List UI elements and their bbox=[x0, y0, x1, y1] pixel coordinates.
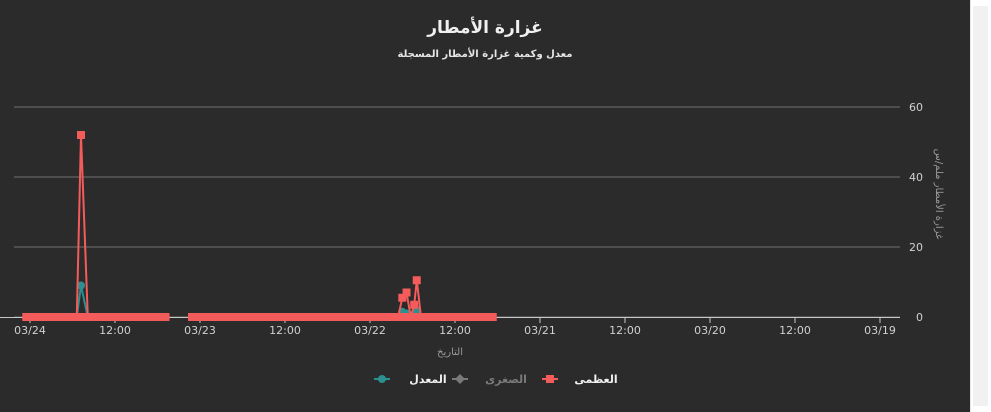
legend-label: المعدل bbox=[409, 373, 446, 386]
y-tick-labels: 0 20 40 60 bbox=[909, 101, 923, 324]
y-tick-label: 60 bbox=[909, 101, 923, 114]
chart-title: غزارة الأمطار bbox=[426, 17, 543, 38]
series-line-max bbox=[34, 134, 158, 318]
x-tick-label: 03/22 bbox=[354, 324, 386, 337]
max-point bbox=[402, 288, 411, 297]
x-tick-label: 03/19 bbox=[864, 324, 896, 337]
chart-subtitle: معدل وكمية غزارة الأمطار المسجلة bbox=[398, 47, 573, 60]
chart-svg: غزارة الأمطار معدل وكمية غزارة الأمطار ا… bbox=[0, 17, 946, 386]
x-tick-label: 12:00 bbox=[779, 324, 811, 337]
legend-label: الصغرى bbox=[485, 373, 527, 386]
legend-diamond-icon bbox=[455, 374, 465, 384]
rainfall-chart: غزارة الأمطار معدل وكمية غزارة الأمطار ا… bbox=[0, 0, 970, 412]
grid-layer bbox=[0, 106, 900, 318]
legend-item-min: الصغرى bbox=[452, 373, 527, 386]
x-axis-title: التاريخ bbox=[437, 347, 463, 358]
legend: المعدل الصغرى العظمى bbox=[374, 373, 618, 386]
max-point bbox=[412, 276, 421, 285]
x-tick-label: 12:00 bbox=[609, 324, 641, 337]
series-line-max bbox=[200, 280, 485, 318]
x-tick-label: 03/24 bbox=[14, 324, 46, 337]
legend-circle-icon bbox=[378, 375, 386, 383]
y-tick-label: 0 bbox=[916, 311, 923, 324]
avg-point bbox=[77, 281, 85, 290]
legend-label: العظمى bbox=[574, 373, 617, 386]
series-line-avg bbox=[34, 285, 158, 318]
series-layer bbox=[22, 131, 497, 321]
y-tick-label: 40 bbox=[909, 171, 923, 184]
y-tick-label: 20 bbox=[909, 241, 923, 254]
x-tick-label: 03/20 bbox=[694, 324, 726, 337]
x-tick-labels: 03/24 12:00 03/23 12:00 03/22 12:00 03/21 12:00… bbox=[14, 317, 896, 337]
series-baseline-band-max bbox=[188, 313, 497, 321]
legend-square-icon bbox=[546, 375, 554, 383]
x-tick-label: 12:00 bbox=[439, 324, 471, 337]
x-tick-label: 12:00 bbox=[99, 324, 131, 337]
x-tick-label: 03/21 bbox=[524, 324, 556, 337]
legend-item-avg: المعدل bbox=[374, 373, 447, 386]
x-tick-label: 12:00 bbox=[269, 324, 301, 337]
series-baseline-band-max bbox=[22, 313, 170, 321]
y-axis-title: غزارة الأمطار ملم/س bbox=[933, 149, 946, 240]
scrollbar[interactable] bbox=[973, 6, 988, 406]
max-point bbox=[410, 300, 419, 309]
max-point bbox=[398, 293, 407, 302]
legend-item-max: العظمى bbox=[542, 373, 618, 386]
max-point bbox=[77, 131, 85, 139]
x-tick-label: 03/23 bbox=[184, 324, 216, 337]
